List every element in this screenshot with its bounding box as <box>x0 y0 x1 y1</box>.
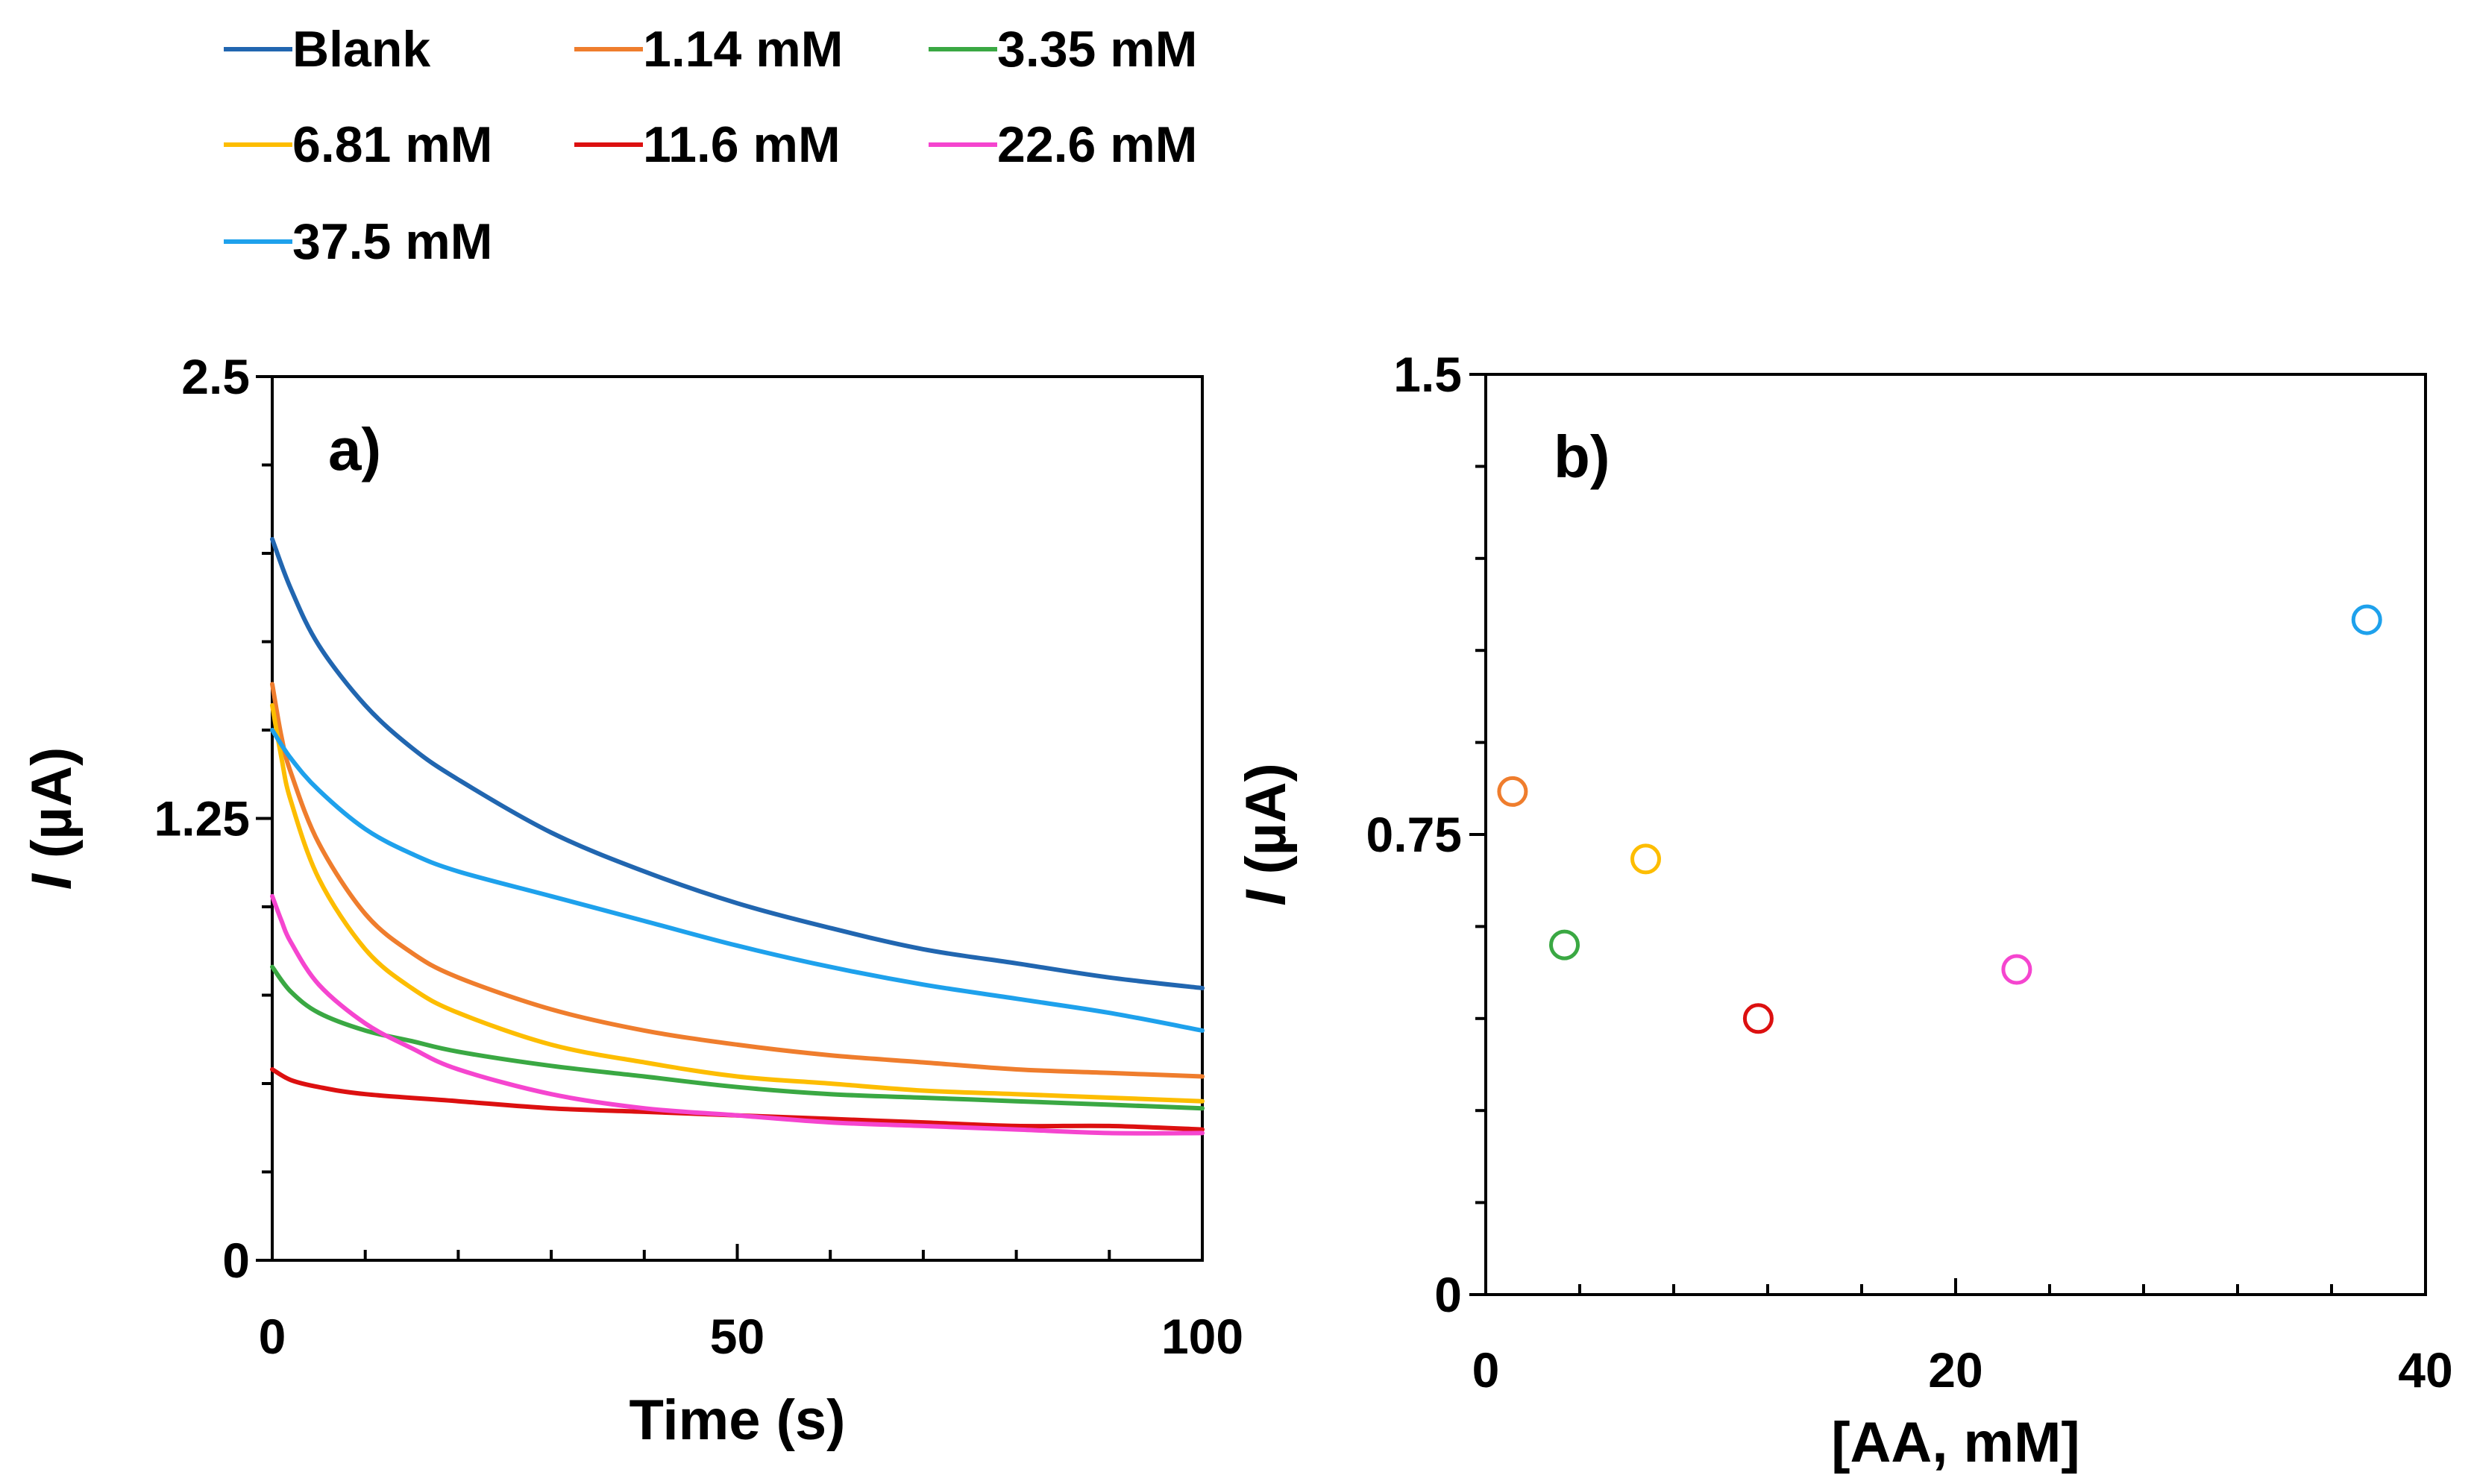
legend-label: 6.81 mM <box>292 116 492 173</box>
y-axis-label-symbol: I <box>1234 889 1298 906</box>
y-tick-label: 0 <box>222 1233 250 1288</box>
panel-label: b) <box>1554 424 1610 490</box>
y-axis-label-symbol: I <box>20 873 84 890</box>
series-line <box>270 702 1205 1104</box>
y-axis-label-unit: (µA) <box>20 747 84 874</box>
y-tick-label: 0 <box>1434 1267 1462 1322</box>
legend-label: Blank <box>292 21 430 78</box>
plot-frame <box>1484 373 2427 1296</box>
y-tick-label: 0.75 <box>1366 807 1462 862</box>
series-line <box>270 537 1205 990</box>
scatter-point <box>1742 1003 1774 1034</box>
legend: Blank 1.14 mM 3.35 mM 6.81 mM 11.6 mM 22.6 mM… <box>224 21 1197 270</box>
y-axis-label: I (µA) <box>20 747 84 890</box>
scatter-point <box>1497 776 1528 807</box>
legend-label: 3.35 mM <box>997 21 1197 78</box>
series-line <box>270 893 1205 1136</box>
x-tick-label: 50 <box>710 1309 765 1364</box>
x-axis-label: [AA, mM] <box>1831 1411 2080 1474</box>
panel-b-concentration-current-chart: 0 20 40 0 0.75 1.5 [AA, mM] I (µA) b) <box>1234 347 2453 1474</box>
legend-label: 1.14 mM <box>643 21 843 78</box>
series-line <box>270 728 1205 1033</box>
x-tick-label: 0 <box>259 1309 286 1364</box>
x-tick-label: 20 <box>1928 1342 1982 1397</box>
legend-label: 11.6 mM <box>643 116 841 173</box>
x-axis-label: Time (s) <box>629 1389 845 1452</box>
scatter-point <box>2351 604 2382 635</box>
scatter-point <box>1630 843 1662 875</box>
legend-label: 22.6 mM <box>997 116 1197 173</box>
x-tick-label: 40 <box>2398 1342 2452 1397</box>
scatter-point <box>2001 954 2032 985</box>
y-axis-label-unit: (µA) <box>1234 763 1298 890</box>
x-tick-label: 100 <box>1161 1309 1243 1364</box>
x-tick-label: 0 <box>1472 1342 1500 1397</box>
scatter-point <box>1549 929 1580 960</box>
panel-label: a) <box>328 416 381 482</box>
series-line <box>270 964 1205 1111</box>
panel-a-time-current-chart: 0 50 100 0 1.25 2.5 Time (s) I (µA) a) <box>20 349 1243 1452</box>
y-tick-label: 1.25 <box>154 791 250 846</box>
series-line <box>270 682 1205 1079</box>
y-tick-label: 1.5 <box>1393 347 1462 402</box>
legend-label: 37.5 mM <box>292 213 492 270</box>
y-axis-label: I (µA) <box>1234 763 1298 906</box>
y-tick-label: 2.5 <box>181 349 250 404</box>
